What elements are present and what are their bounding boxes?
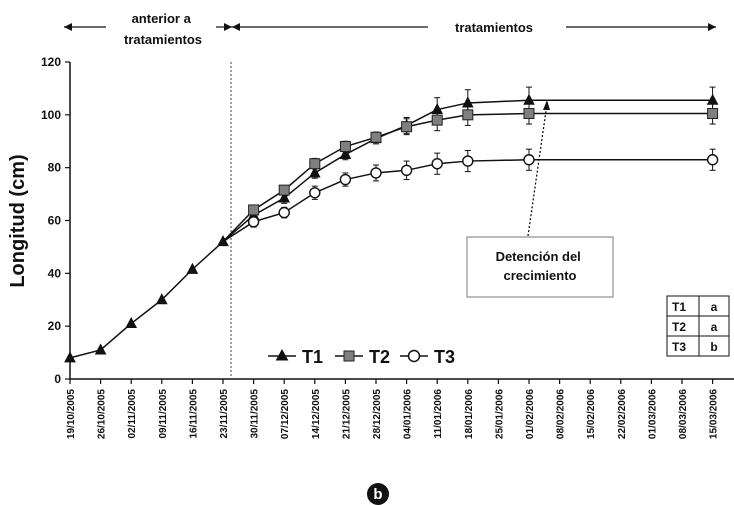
sig-treatment-t3: T3 [672,340,686,354]
series-point-t3 [462,155,474,167]
series-point-t1 [308,166,321,178]
series-point-t3 [247,216,260,228]
phase-label-pre-line1: anterior a [132,11,192,26]
arrowhead-left-icon [64,23,72,31]
series-point-t2 [278,184,290,196]
x-tick-label: 14/12/2005 [311,389,322,439]
arrowhead-right-icon [708,23,716,31]
sig-treatment-t1: T1 [672,300,686,314]
y-tick-label: 0 [54,372,61,386]
phase-label-pre: anterior a tratamientos [124,11,202,47]
pre-treatment-point [186,262,199,274]
arrowhead-left-icon [232,23,240,31]
y-tick-label: 40 [48,266,62,280]
annotation-text: Detención del crecimiento [496,249,585,283]
significance-table-border [666,295,730,357]
sig-group-t2: a [711,320,718,334]
legend-label-t3: T3 [434,347,455,367]
annotation-box [466,236,614,298]
x-tick-label: 22/02/2006 [617,389,628,439]
series-point-t2 [431,114,443,126]
panel-label-text: b [373,486,382,503]
y-tick-label: 80 [48,161,62,175]
pre-treatment-point [64,351,76,363]
x-tick-label: 09/11/2005 [158,389,169,439]
x-ticks: 19/10/2005 26/10/2005 02/11/2005 09/11/2005… [66,379,720,439]
series-point-t3 [339,173,352,186]
x-tick-label: 08/03/2006 [678,389,689,439]
x-tick-label: 26/10/2005 [97,389,108,439]
series-point-t2 [523,108,535,120]
legend-label-t1: T1 [302,347,323,367]
series-point-t2 [370,131,382,143]
legend-square-icon [343,350,355,362]
pre-treatment-point [125,316,138,329]
x-tick-label: 25/01/2006 [494,389,505,439]
legend-triangle-icon [275,348,289,361]
plot-area [64,86,719,363]
x-tick-label: 28/12/2005 [372,389,383,439]
pre-treatment-point [94,343,107,355]
panel-label: b [367,483,389,505]
series-point-t2 [309,158,321,170]
series-point-t3 [309,187,321,199]
x-tick-label: 16/11/2005 [188,389,199,439]
y-tick-label: 60 [48,214,62,228]
x-tick-label: 30/11/2005 [250,389,261,439]
series-point-t2 [248,204,260,216]
x-tick-label: 07/12/2005 [280,389,291,439]
y-tick-label: 120 [41,55,61,69]
panel-label-badge [367,483,389,505]
series-point-t1 [278,191,291,203]
series-point-t2 [401,121,413,133]
annotation-line1: Detención del [496,249,581,264]
series-point-t3 [400,164,413,177]
x-tick-label: 08/02/2006 [556,389,567,439]
legend: T1 T2 T3 [268,347,455,367]
series-point-t2 [707,108,719,120]
series-point-t3 [370,167,382,179]
x-tick-label: 01/02/2006 [525,389,536,439]
arrowhead-right-icon [224,23,232,31]
legend-label-t2: T2 [369,347,390,367]
series-point-t3 [706,154,719,166]
sig-group-t1: a [711,300,718,314]
x-tick-label: 11/01/2006 [433,389,444,439]
series-point-t2 [462,109,474,121]
phase-header: anterior a tratamientos tratamientos [64,11,716,47]
phase-label-pre-line2: tratamientos [124,32,202,47]
annotation-line2: crecimiento [504,268,577,283]
series-point-t3 [431,158,443,170]
x-tick-label: 02/11/2005 [127,389,138,439]
growth-stop-annotation: Detención del crecimiento [466,100,614,298]
sig-group-t3: b [710,340,717,354]
annotation-arrowhead-icon [543,100,550,110]
series-point-t3 [523,154,535,166]
x-tick-label: 15/02/2006 [586,389,597,439]
series-point-t1 [339,147,352,159]
x-tick-label: 04/01/2006 [403,389,414,439]
y-tick-label: 20 [48,319,62,333]
x-tick-label: 21/12/2005 [341,389,352,439]
y-axis-label: Longitud (cm) [7,154,29,287]
x-tick-label: 23/11/2005 [219,389,230,439]
significance-table: T1 a T2 a T3 b [666,295,730,357]
series-point-t2 [339,141,351,153]
y-ticks: 0 20 40 60 80 100 120 [41,55,70,386]
legend-circle-icon [407,349,421,363]
sig-treatment-t2: T2 [672,320,686,334]
pre-treatment-point [155,293,168,305]
x-tick-label: 15/03/2006 [709,389,720,439]
x-tick-label: 18/01/2006 [464,389,475,439]
series-point-t3 [278,206,290,219]
series-line-t2 [222,112,713,243]
x-tick-label: 01/03/2006 [647,389,658,439]
pre-treatment-line [69,241,224,359]
phase-label-post: tratamientos [455,20,533,35]
x-tick-label: 19/10/2005 [66,389,77,439]
y-tick-label: 100 [41,108,61,122]
